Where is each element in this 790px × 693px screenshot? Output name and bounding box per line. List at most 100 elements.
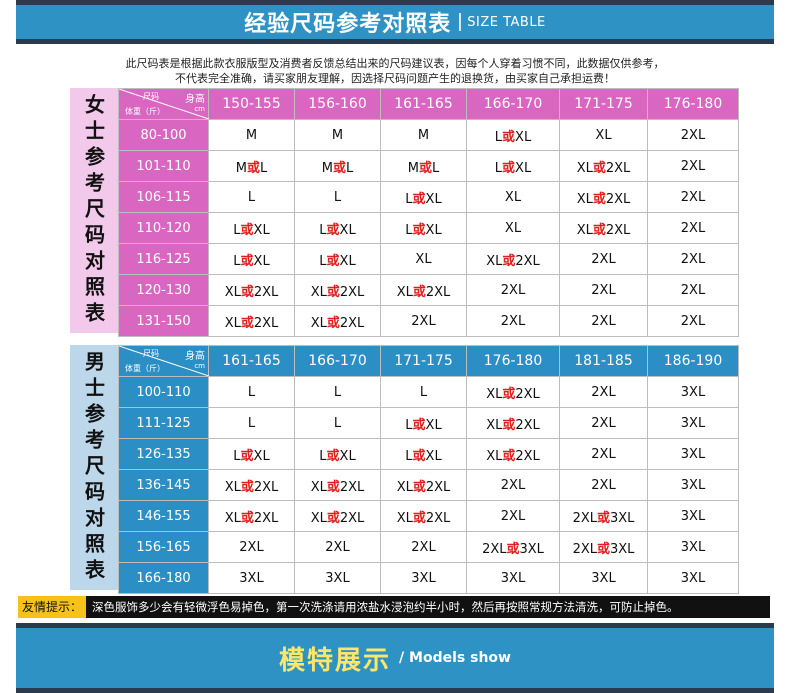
men-size-cell: 3XL xyxy=(208,562,295,594)
men-size-cell: 3XL xyxy=(647,376,739,408)
size-option: 2XL xyxy=(425,479,451,495)
size-option: XL xyxy=(396,510,413,526)
care-tip-text: 深色服饰多少会有轻微浮色易掉色，第一次洗涤请用浓盐水浸泡约半小时，然后再按照常规… xyxy=(92,600,679,614)
men-height-header: 176-180 xyxy=(466,345,560,377)
women-height-header: 150-155 xyxy=(208,88,295,120)
men-size-cell: 2XL xyxy=(466,469,560,501)
size-option: 2XL xyxy=(253,510,279,526)
women-size-row: 106-115 L L L或XL XL XL或2XL 2XL xyxy=(118,181,739,213)
men-height-header: 181-185 xyxy=(559,345,648,377)
women-height-header: 161-165 xyxy=(380,88,467,120)
men-size-cell: 2XL xyxy=(559,469,648,501)
size-option: 2XL xyxy=(339,315,365,331)
size-option: 2XL xyxy=(253,315,279,331)
women-size-cell: 2XL xyxy=(647,274,739,306)
men-size-cell: XL或2XL xyxy=(380,469,467,501)
or-separator: 或 xyxy=(592,222,606,238)
size-option: L xyxy=(405,448,413,464)
or-separator: 或 xyxy=(246,160,260,176)
women-size-cell: 2XL xyxy=(380,305,467,337)
women-size-cell: 2XL xyxy=(647,305,739,337)
men-size-cell: 3XL xyxy=(647,500,739,532)
men-size-cell: 3XL xyxy=(559,562,648,594)
or-separator: 或 xyxy=(240,479,254,495)
size-notice: 此尺码表是根据此款衣服版型及消费者反馈总结出来的尺码建议表，因每个人穿着习惯不同… xyxy=(0,56,790,86)
men-size-row: 111-125 L L L或XL XL或2XL 2XL 3XL xyxy=(118,407,739,439)
women-size-cell: XL或2XL xyxy=(208,305,295,337)
men-size-cell: 2XL xyxy=(208,531,295,563)
women-weight-cell: 101-110 xyxy=(118,150,209,182)
or-separator: 或 xyxy=(240,253,254,269)
men-size-row: 126-135 L或XL L或XL L或XL XL或2XL 2XL 3XL xyxy=(118,438,739,470)
size-option: XL xyxy=(486,448,503,464)
size-option: L xyxy=(319,253,327,269)
size-table-subtitle: SIZE TABLE xyxy=(467,14,546,30)
women-size-table: 尺码 身高 cm 体重（斤） 150-155 156-160 161-165 166-170 1… xyxy=(118,88,739,337)
women-size-row: 80-100 M M M L或XL XL 2XL xyxy=(118,119,739,151)
or-separator: 或 xyxy=(332,160,346,176)
size-option: XL xyxy=(396,284,413,300)
men-size-table: 尺码 身高 cm 体重（斤） 161-165 166-170 171-175 176-180 1… xyxy=(118,345,739,594)
women-size-row: 116-125 L或XL L或XL XL XL或2XL 2XL 2XL xyxy=(118,243,739,275)
size-option: XL xyxy=(224,479,241,495)
or-separator: 或 xyxy=(418,160,432,176)
size-option: 2XL xyxy=(339,510,365,526)
size-option: L xyxy=(319,448,327,464)
women-size-row: 131-150 XL或2XL XL或2XL 2XL 2XL 2XL 2XL xyxy=(118,305,739,337)
women-size-cell: L或XL xyxy=(466,150,560,182)
women-size-cell: XL xyxy=(559,119,648,151)
size-option: 2XL xyxy=(605,160,631,176)
women-size-cell: XL或2XL xyxy=(559,150,648,182)
men-size-cell: XL或2XL xyxy=(466,376,560,408)
women-weight-cell: 116-125 xyxy=(118,243,209,275)
women-header-row: 尺码 身高 cm 体重（斤） 150-155 156-160 161-165 166-170 1… xyxy=(118,88,739,120)
men-size-cell: 3XL xyxy=(647,407,739,439)
men-size-row: 166-180 3XL 3XL 3XL 3XL 3XL 3XL xyxy=(118,562,739,594)
corner-unit-label: cm xyxy=(194,105,205,113)
corner-diagonal-line xyxy=(119,89,209,119)
corner-weight-label: 体重（斤） xyxy=(125,364,165,373)
models-banner: 模特展示 / Models show xyxy=(16,623,774,693)
size-option: XL xyxy=(425,191,442,207)
women-size-cell: 2XL xyxy=(647,243,739,275)
size-option: L xyxy=(233,222,241,238)
corner-size-label: 尺码 xyxy=(143,92,159,101)
size-option: L xyxy=(233,448,241,464)
or-separator: 或 xyxy=(502,129,516,145)
women-size-cell: L xyxy=(294,181,381,213)
size-option: L xyxy=(494,129,503,145)
women-size-cell: XL或2XL xyxy=(208,274,295,306)
women-size-cell: XL或2XL xyxy=(466,243,560,275)
or-separator: 或 xyxy=(506,541,520,557)
or-separator: 或 xyxy=(502,386,516,402)
or-separator: 或 xyxy=(326,253,340,269)
women-weight-cell: 110-120 xyxy=(118,212,209,244)
corner-diagonal-line xyxy=(119,346,209,376)
size-option: L xyxy=(233,253,241,269)
or-separator: 或 xyxy=(326,315,340,331)
size-option: 2XL xyxy=(339,284,365,300)
or-separator: 或 xyxy=(326,479,340,495)
women-height-header: 156-160 xyxy=(294,88,381,120)
men-size-row: 136-145 XL或2XL XL或2XL XL或2XL 2XL 2XL 3XL xyxy=(118,469,739,501)
size-option: 2XL xyxy=(425,284,451,300)
women-size-cell: 2XL xyxy=(466,274,560,306)
size-option: XL xyxy=(253,222,270,238)
or-separator: 或 xyxy=(326,222,340,238)
size-option: XL xyxy=(515,129,532,145)
women-size-cell: 2XL xyxy=(647,181,739,213)
women-size-cell: L或XL xyxy=(466,119,560,151)
men-size-cell: 2XL xyxy=(380,531,467,563)
size-option: XL xyxy=(339,448,356,464)
size-option: 3XL xyxy=(519,541,544,557)
size-option: 2XL xyxy=(605,191,631,207)
men-size-row: 146-155 XL或2XL XL或2XL XL或2XL 2XL 2XL或3XL 3XL xyxy=(118,500,739,532)
or-separator: 或 xyxy=(412,479,426,495)
men-size-cell: L xyxy=(294,376,381,408)
corner-unit-label: cm xyxy=(194,362,205,370)
women-size-cell: M xyxy=(294,119,381,151)
size-option: XL xyxy=(515,160,532,176)
men-size-cell: 3XL xyxy=(647,438,739,470)
men-size-cell: L xyxy=(294,407,381,439)
or-separator: 或 xyxy=(596,541,610,557)
